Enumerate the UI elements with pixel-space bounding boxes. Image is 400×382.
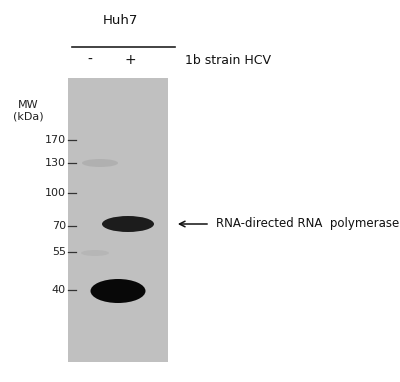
Text: Huh7: Huh7 [102, 13, 138, 26]
Text: 70: 70 [52, 221, 66, 231]
Text: RNA-directed RNA  polymerase  (HCV): RNA-directed RNA polymerase (HCV) [216, 217, 400, 230]
Ellipse shape [81, 250, 109, 256]
Text: 55: 55 [52, 247, 66, 257]
Ellipse shape [90, 279, 146, 303]
Ellipse shape [82, 159, 118, 167]
Bar [68, 78, 168, 362]
Text: MW
(kDa): MW (kDa) [13, 100, 43, 121]
Text: 1b strain HCV: 1b strain HCV [185, 53, 271, 66]
Text: 130: 130 [45, 158, 66, 168]
Text: -: - [88, 53, 92, 67]
Text: 40: 40 [52, 285, 66, 295]
Text: +: + [124, 53, 136, 67]
Text: 170: 170 [45, 135, 66, 145]
Text: 100: 100 [45, 188, 66, 198]
Ellipse shape [102, 216, 154, 232]
